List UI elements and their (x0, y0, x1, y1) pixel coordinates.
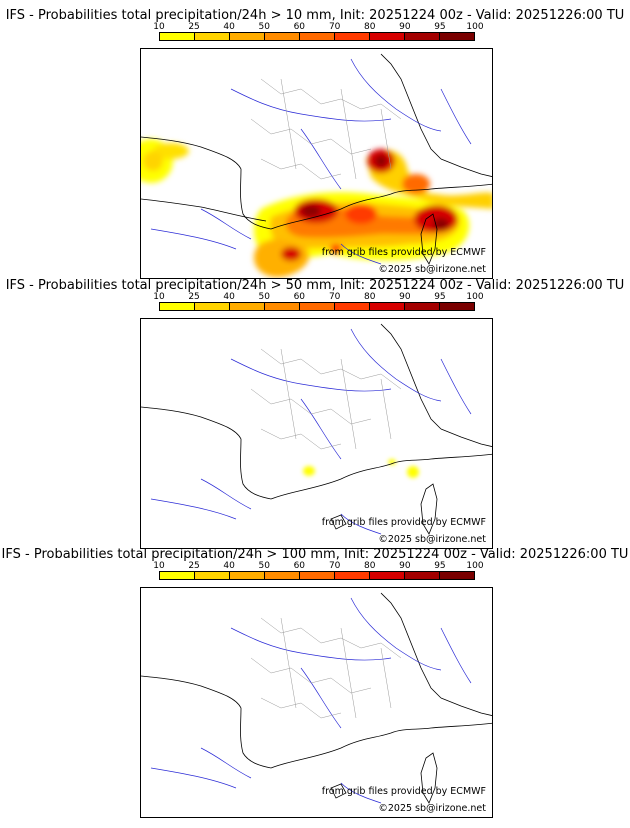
map-frame: from grib files provided by ECMWF ©2025 … (140, 587, 493, 818)
colorbar-segment (160, 303, 195, 310)
copyright-credit: ©2025 sb@irizone.net (378, 803, 486, 814)
tick-label: 60 (293, 22, 306, 32)
source-credit: from grib files provided by ECMWF (321, 247, 486, 258)
tick-label: 95 (434, 561, 446, 571)
source-credit: from grib files provided by ECMWF (321, 517, 486, 528)
tick-label: 25 (188, 561, 200, 571)
tick-label: 70 (328, 22, 341, 32)
colorbar-segment (335, 303, 370, 310)
colorbar-segment (335, 572, 370, 579)
map-frame: from grib files provided by ECMWF ©2025 … (140, 48, 493, 279)
colorbar-segment (405, 303, 440, 310)
tick-label: 10 (153, 292, 165, 302)
tick-label: 80 (364, 561, 376, 571)
colorbar-segment (370, 33, 405, 40)
colorbar-segment (195, 33, 230, 40)
tick-label: 60 (293, 292, 306, 302)
tick-label: 60 (293, 561, 306, 571)
tick-label: 100 (466, 292, 484, 302)
colorbar-segment (265, 33, 300, 40)
tick-label: 90 (399, 561, 411, 571)
admin-boundaries (250, 78, 402, 180)
admin-boundaries (250, 617, 402, 719)
coastline (141, 53, 492, 265)
source-credit: from grib files provided by ECMWF (321, 786, 486, 797)
map-frame: from grib files provided by ECMWF ©2025 … (140, 318, 493, 549)
colorbar (159, 302, 475, 311)
rivers (150, 58, 472, 265)
rivers (150, 597, 472, 804)
tick-label: 95 (434, 292, 446, 302)
colorbar-segment (370, 572, 405, 579)
tick-label: 80 (364, 22, 376, 32)
tick-label: 70 (328, 292, 341, 302)
tick-label: 40 (223, 561, 235, 571)
colorbar-segment (265, 572, 300, 579)
tick-label: 50 (258, 561, 270, 571)
colorbar-segment (440, 572, 474, 579)
tick-label: 100 (466, 22, 484, 32)
tick-label: 80 (364, 292, 376, 302)
rivers (150, 328, 472, 535)
tick-label: 95 (434, 22, 446, 32)
colorbar-ticks: 10 25 40 50 60 70 80 90 95 100 (153, 22, 483, 33)
tick-label: 90 (399, 22, 411, 32)
tick-label: 10 (153, 561, 165, 571)
coastline (141, 323, 492, 535)
precip-probability-field (141, 139, 492, 278)
colorbar-segment (335, 33, 370, 40)
colorbar (159, 32, 475, 41)
map-panel-100mm: IFS - Probabilities total precipitation/… (0, 547, 630, 818)
tick-label: 40 (223, 292, 235, 302)
colorbar-segment (300, 572, 335, 579)
colorbar-segment (230, 303, 265, 310)
colorbar-segment (160, 33, 195, 40)
tick-label: 50 (258, 22, 270, 32)
map-panel-10mm: IFS - Probabilities total precipitation/… (0, 8, 630, 279)
tick-label: 70 (328, 561, 341, 571)
colorbar-segment (300, 33, 335, 40)
colorbar-segment (370, 303, 405, 310)
colorbar-segment (230, 572, 265, 579)
tick-label: 10 (153, 22, 165, 32)
copyright-credit: ©2025 sb@irizone.net (378, 264, 486, 275)
colorbar-segment (195, 572, 230, 579)
tick-label: 25 (188, 292, 200, 302)
tick-label: 40 (223, 22, 235, 32)
map-panel-50mm: IFS - Probabilities total precipitation/… (0, 278, 630, 549)
copyright-credit: ©2025 sb@irizone.net (378, 534, 486, 545)
tick-label: 25 (188, 22, 200, 32)
colorbar-segment (160, 572, 195, 579)
panel-title: IFS - Probabilities total precipitation/… (1, 547, 629, 562)
colorbar-segment (230, 33, 265, 40)
admin-boundaries (250, 348, 402, 450)
colorbar-segment (265, 303, 300, 310)
tick-label: 50 (258, 292, 270, 302)
colorbar-segment (300, 303, 335, 310)
coastline (141, 592, 492, 804)
colorbar (159, 571, 475, 580)
precip-probability-field (303, 459, 419, 478)
panel-title: IFS - Probabilities total precipitation/… (5, 278, 625, 293)
colorbar-segment (405, 33, 440, 40)
colorbar-segment (195, 303, 230, 310)
tick-label: 100 (466, 561, 484, 571)
colorbar-segment (440, 33, 474, 40)
colorbar-ticks: 10 25 40 50 60 70 80 90 95 100 (153, 292, 483, 303)
colorbar-segment (405, 572, 440, 579)
colorbar-ticks: 10 25 40 50 60 70 80 90 95 100 (153, 561, 483, 572)
colorbar-segment (440, 303, 474, 310)
panel-title: IFS - Probabilities total precipitation/… (5, 8, 625, 23)
tick-label: 90 (399, 292, 411, 302)
